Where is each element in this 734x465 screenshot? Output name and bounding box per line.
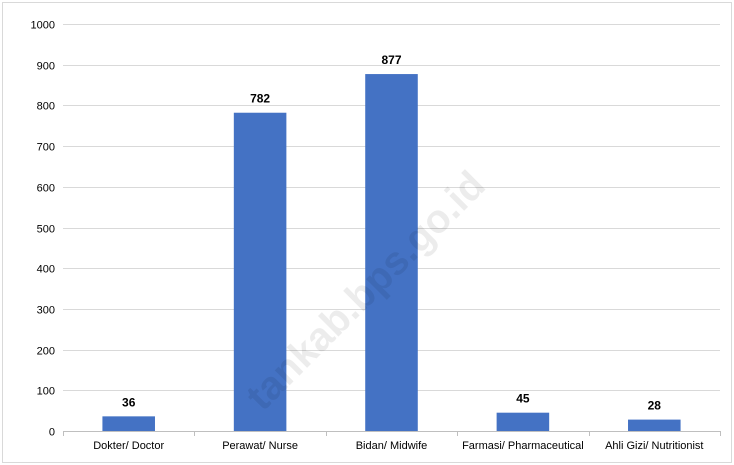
x-category-label: Ahli Gizi/ Nutritionist: [605, 440, 703, 452]
y-tick-label: 900: [37, 61, 55, 73]
y-tick-label: 200: [37, 346, 55, 358]
labels: 0 100 200 300 400 500 600 700 800 900 1000 Dokter/ …: [31, 20, 704, 453]
bar: [365, 74, 418, 431]
data-label: 28: [648, 399, 662, 413]
x-category-label: Perawat/ Nurse: [222, 440, 298, 452]
y-tick-label: 100: [37, 386, 55, 398]
bars: [102, 74, 681, 431]
y-tick-label: 600: [37, 183, 55, 195]
y-tick-label: 500: [37, 224, 55, 236]
gridlines: [63, 24, 720, 391]
bar: [628, 419, 681, 431]
y-tick-label: 800: [37, 101, 55, 113]
x-category-label: Dokter/ Doctor: [93, 440, 164, 452]
bar: [233, 112, 287, 431]
bar: [102, 416, 155, 431]
y-tick-label: 400: [37, 264, 55, 276]
x-category-label: Farmasi/ Pharmaceutical: [462, 440, 584, 452]
y-tick-label: 300: [37, 305, 55, 317]
y-tick-label: 1000: [31, 20, 55, 32]
x-category-label: Bidan/ Midwife: [356, 440, 428, 452]
axes: [63, 431, 721, 436]
data-label: 877: [381, 53, 401, 67]
data-label: 782: [250, 92, 270, 106]
y-tick-label: 700: [37, 142, 55, 154]
data-label: 36: [122, 395, 136, 409]
y-tick-label: 0: [49, 427, 55, 439]
data-label: 45: [516, 392, 530, 406]
bar: [496, 412, 550, 431]
